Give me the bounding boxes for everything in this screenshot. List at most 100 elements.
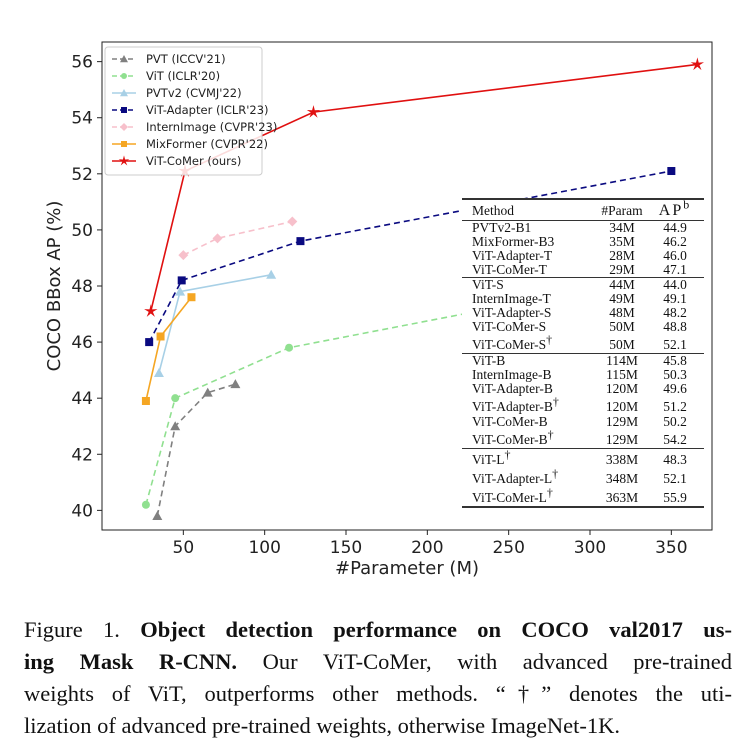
method-cell: ViT-CoMer-B† [462, 429, 594, 448]
series-line-pvt [156, 383, 236, 517]
legend-label: ViT-CoMer (ours) [146, 154, 241, 168]
method-cell: ViT-Adapter-B† [462, 396, 594, 415]
data-point [212, 233, 223, 244]
legend-label: InternImage (CVPR'23) [146, 120, 277, 134]
data-point [144, 304, 158, 317]
legend-label: ViT (ICLR'20) [146, 69, 220, 83]
data-point [667, 167, 676, 176]
figure-caption: Figure 1. Object detection performance o… [24, 614, 732, 742]
dagger-mark: † [546, 332, 553, 347]
method-cell: ViT-Adapter-T [462, 249, 594, 263]
ap-cell: 52.1 [663, 337, 687, 352]
ap-cell: 54.2 [663, 432, 687, 447]
data-point [156, 332, 165, 341]
caption-line: weights of ViT, outperforms other method… [24, 678, 732, 710]
method-cell: ViT-CoMer-S [462, 320, 594, 334]
legend-label: MixFormer (CVPR'22) [146, 137, 268, 151]
col-ap: APb [650, 197, 700, 220]
param-cell: 34M [609, 220, 635, 235]
data-point [175, 286, 186, 296]
table-row: InternImage-T 49M 49.1 [462, 292, 704, 306]
legend-marker [121, 107, 127, 113]
ap-cell: 44.9 [663, 220, 687, 235]
x-tick-label: 100 [248, 538, 280, 558]
x-tick-label: 200 [411, 538, 443, 558]
legend-marker [121, 73, 127, 79]
dagger-mark: † [552, 466, 559, 481]
method-cell: ViT-Adapter-L† [462, 468, 594, 487]
param-cell: 28M [609, 248, 635, 263]
param-cell: 363M [605, 490, 639, 505]
data-point [177, 276, 186, 285]
method-name: ViT-Adapter-B [472, 381, 553, 396]
table-row: ViT-Adapter-B† 120M 51.2 [462, 396, 704, 415]
param-cell: 348M [605, 471, 639, 486]
caption-line: Figure 1. Object detection performance o… [24, 614, 732, 646]
y-tick-label: 46 [71, 333, 93, 353]
data-point [296, 237, 305, 246]
method-name: MixFormer-B3 [472, 234, 555, 249]
series-line-pvtv2 [158, 273, 272, 374]
ap-cell: 47.1 [663, 262, 687, 277]
chart: 50 100 150 200 250 300 350 40 42 44 46 48 50 52 54 56 #P… [44, 41, 713, 579]
method-cell: ViT-CoMer-L† [462, 487, 594, 506]
method-cell: ViT-B [462, 354, 594, 368]
method-name: PVTv2-B1 [472, 220, 532, 235]
method-name: ViT-Adapter-T [472, 248, 553, 263]
dagger-mark: † [546, 485, 553, 500]
ap-cell: 48.8 [663, 319, 687, 334]
table-row: PVTv2-B1 34M 44.9 [462, 221, 704, 235]
data-point [690, 57, 704, 71]
ap-superscript: b [683, 197, 692, 212]
ap-cell: 46.2 [663, 234, 687, 249]
y-tick-label: 54 [71, 109, 93, 129]
caption-line: ing Mask R-CNN. Our ViT-CoMer, with adva… [24, 646, 732, 678]
method-name: ViT-CoMer-S [472, 337, 547, 352]
table-row: ViT-CoMer-L† 363M 55.9 [462, 487, 704, 506]
legend-marker [121, 141, 127, 147]
data-point [141, 500, 150, 509]
table-group: ViT-L† 338M 48.3 ViT-Adapter-L† 348M 52.1 ViT-… [462, 449, 704, 506]
y-tick-label: 44 [71, 389, 93, 409]
y-tick-label: 50 [71, 221, 93, 241]
col-method: Method [472, 203, 514, 218]
table-row: ViT-CoMer-S† 50M 52.1 [462, 334, 704, 353]
dagger-mark: † [552, 394, 559, 409]
table-row: ViT-CoMer-S 50M 48.8 [462, 320, 704, 334]
param-cell: 35M [609, 234, 635, 249]
data-point [230, 379, 241, 389]
series-line-vit [145, 276, 652, 505]
y-axis-label: COCO BBox AP (%) [44, 201, 65, 372]
table-row: ViT-Adapter-S 48M 48.2 [462, 306, 704, 320]
dagger-mark: † [547, 427, 554, 442]
table-group: PVTv2-B1 34M 44.9 MixFormer-B3 35M 46.2 ViT-Ad… [462, 221, 704, 278]
method-name: ViT-CoMer-S [472, 319, 547, 334]
caption-text: Our ViT-CoMer, with advanced pre-trained [237, 649, 732, 674]
data-point [287, 216, 298, 227]
method-cell: ViT-CoMer-T [462, 263, 594, 277]
caption-line: lization of advanced pre-trained weights… [24, 710, 732, 742]
caption-text: Figure 1. [24, 617, 141, 642]
param-cell: 120M [605, 399, 639, 414]
x-tick-label: 150 [330, 538, 362, 558]
dagger-mark: † [504, 447, 511, 462]
ap-label: AP [658, 202, 684, 219]
legend-marker [120, 55, 128, 63]
ap-cell: 46.0 [663, 248, 687, 263]
method-name: ViT-L [472, 452, 505, 467]
caption-bold-text: ing Mask R-CNN. [24, 649, 238, 674]
data-point [153, 367, 164, 377]
caption-text: weights of ViT, outperforms other method… [24, 681, 732, 706]
table-group: ViT-S 44M 44.0 InternImage-T 49M 49.1 ViT-Adap… [462, 278, 704, 354]
ap-cell: 48.2 [663, 305, 687, 320]
legend-label: PVT (ICCV'21) [146, 52, 226, 66]
x-axis-label: #Parameter (M) [335, 558, 479, 579]
table-row: ViT-Adapter-L† 348M 52.1 [462, 468, 704, 487]
data-point [285, 343, 294, 352]
data-point [141, 396, 150, 405]
data-point [266, 269, 277, 279]
method-cell: ViT-Adapter-S [462, 306, 594, 320]
ap-cell: 50.2 [663, 414, 687, 429]
param-cell: 29M [609, 262, 635, 277]
method-cell: ViT-CoMer-B [462, 415, 594, 429]
